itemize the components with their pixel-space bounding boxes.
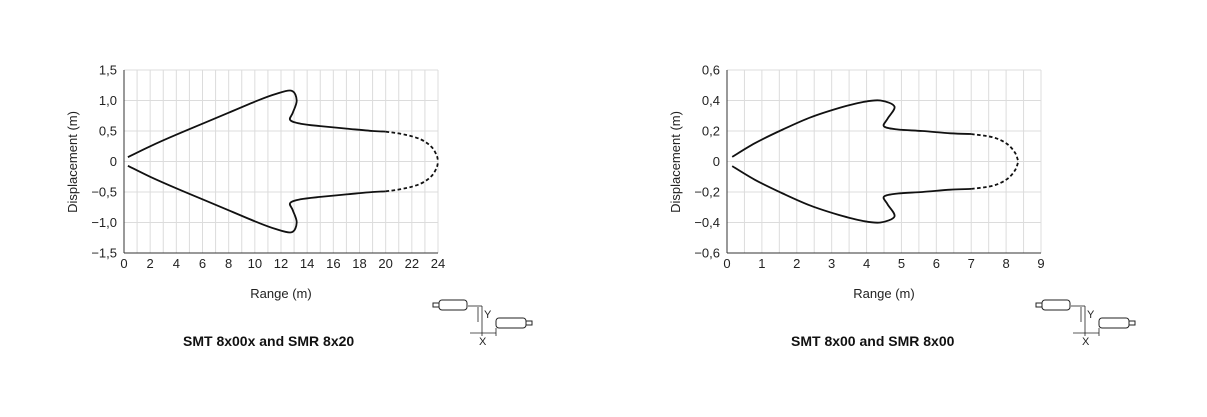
y-tick-label: 0 <box>713 154 720 169</box>
x-dimension-label: X <box>479 336 487 348</box>
x-tick-label: 7 <box>968 256 975 271</box>
transmitter-icon <box>1035 299 1071 311</box>
series-curve-dashed <box>385 130 439 162</box>
x-tick-label: 5 <box>898 256 905 271</box>
x-tick-label: 16 <box>326 256 340 271</box>
x-axis-label: Range (m) <box>853 286 914 301</box>
x-tick-label: 8 <box>1002 256 1009 271</box>
series-curve <box>731 165 972 224</box>
y-tick-label: −0,4 <box>694 215 720 230</box>
transmitter-icon <box>432 299 468 311</box>
x-tick-label: 4 <box>863 256 870 271</box>
x-axis-label: Range (m) <box>250 286 311 301</box>
y-tick-label: 0 <box>110 154 117 169</box>
y-tick-label: −0,5 <box>91 185 117 200</box>
x-tick-label: 2 <box>147 256 154 271</box>
chart-title: SMT 8x00x and SMR 8x20 <box>183 333 355 349</box>
y-tick-label: 0,4 <box>702 93 720 108</box>
sensor-offset-diagram: Y X <box>432 299 533 348</box>
x-tick-label: 0 <box>723 256 730 271</box>
y-tick-label: 0,2 <box>702 124 720 139</box>
x-tick-label: 3 <box>828 256 835 271</box>
y-tick-label: −0,6 <box>694 246 720 261</box>
x-tick-label: 20 <box>378 256 392 271</box>
x-tick-label: 2 <box>793 256 800 271</box>
series-curve-dashed <box>971 133 1020 162</box>
x-tick-label: 1 <box>758 256 765 271</box>
sensor-offset-diagram: Y X <box>1035 299 1136 348</box>
y-tick-label: −0,2 <box>694 185 720 200</box>
x-tick-label: 0 <box>120 256 127 271</box>
series-curve <box>127 164 386 234</box>
receiver-icon <box>495 317 533 329</box>
x-tick-label: 8 <box>225 256 232 271</box>
y-tick-label: 0,6 <box>702 63 720 78</box>
x-tick-label: 22 <box>405 256 419 271</box>
x-tick-label: 12 <box>274 256 288 271</box>
x-dimension-label: X <box>1082 336 1090 348</box>
y-tick-label: 1,0 <box>99 93 117 108</box>
series-curve <box>127 89 386 159</box>
x-tick-label: 10 <box>248 256 262 271</box>
y-dimension-label: Y <box>1087 309 1095 321</box>
y-axis-label: Displacement (m) <box>65 111 80 213</box>
chart-smt-8x00x: 0 2 4 6 8 10 12 14 16 18 20 22 24−1,5−1,0−0,500,51,0… <box>65 63 445 302</box>
y-tick-label: 1,5 <box>99 63 117 78</box>
x-tick-label: 6 <box>199 256 206 271</box>
y-tick-label: −1,0 <box>91 215 117 230</box>
x-tick-label: 14 <box>300 256 314 271</box>
series-curve-dashed <box>971 161 1020 190</box>
y-tick-label: 0,5 <box>99 124 117 139</box>
x-tick-label: 18 <box>352 256 366 271</box>
chart-smt-8x00: 0 1 2 3 4 5 6 7 8 9 −0,6 −0,4 −0,2 0 0,2 0,4 0,6 Range (… <box>668 63 1045 302</box>
receiver-icon <box>1098 317 1136 329</box>
y-tick-label: −1,5 <box>91 246 117 261</box>
x-tick-label: 4 <box>173 256 180 271</box>
chart-title: SMT 8x00 and SMR 8x00 <box>791 333 955 349</box>
series-curve-dashed <box>385 161 439 193</box>
x-tick-label: 6 <box>933 256 940 271</box>
series-curve <box>731 99 972 158</box>
x-tick-label: 9 <box>1037 256 1044 271</box>
y-axis-label: Displacement (m) <box>668 111 683 213</box>
y-dimension-label: Y <box>484 309 492 321</box>
x-tick-label: 24 <box>431 256 445 271</box>
